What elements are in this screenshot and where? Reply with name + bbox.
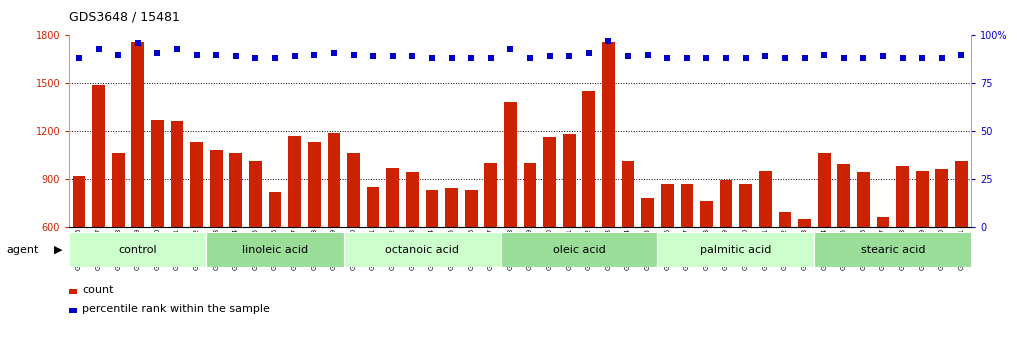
Bar [72, 176, 85, 322]
Text: palmitic acid: palmitic acid [701, 245, 772, 255]
Bar [657, 232, 815, 267]
Bar [602, 42, 615, 322]
Bar [131, 42, 144, 322]
Text: GDS3648 / 15481: GDS3648 / 15481 [69, 11, 180, 24]
Bar [69, 232, 206, 267]
Bar [347, 153, 360, 322]
Bar [700, 201, 713, 322]
Bar [112, 153, 124, 322]
Bar [680, 183, 694, 322]
Text: agent: agent [6, 245, 39, 255]
Bar [720, 181, 732, 322]
Text: ▶: ▶ [54, 245, 62, 255]
Bar [798, 218, 811, 322]
Bar [230, 153, 242, 322]
Bar [367, 187, 379, 322]
Text: linoleic acid: linoleic acid [242, 245, 308, 255]
Bar [896, 166, 909, 322]
Bar [288, 136, 301, 322]
Bar [818, 153, 831, 322]
Bar [344, 232, 500, 267]
Text: oleic acid: oleic acid [552, 245, 605, 255]
Bar [406, 172, 419, 322]
Bar [779, 212, 791, 322]
Bar [445, 188, 458, 322]
Text: control: control [118, 245, 157, 255]
Bar [308, 142, 320, 322]
Bar [500, 232, 657, 267]
Bar [327, 132, 341, 322]
Bar [268, 192, 282, 322]
Bar [425, 190, 438, 322]
Bar [190, 142, 203, 322]
Text: percentile rank within the sample: percentile rank within the sample [82, 304, 271, 314]
Bar [877, 217, 889, 322]
Bar [504, 102, 517, 322]
Bar [857, 172, 870, 322]
Bar [465, 190, 478, 322]
Bar [916, 171, 929, 322]
Bar [759, 171, 772, 322]
Bar [152, 120, 164, 322]
Bar [936, 169, 948, 322]
Text: octanoic acid: octanoic acid [385, 245, 459, 255]
Bar [815, 232, 971, 267]
Bar [206, 232, 344, 267]
Bar [562, 134, 576, 322]
Bar [621, 161, 635, 322]
Bar [386, 168, 399, 322]
Bar [837, 164, 850, 322]
Bar [93, 85, 105, 322]
Text: count: count [82, 285, 114, 295]
Bar [210, 150, 223, 322]
Bar [524, 163, 536, 322]
Bar [955, 161, 968, 322]
Bar [583, 91, 595, 322]
Bar [171, 121, 183, 322]
Bar [739, 183, 753, 322]
Text: stearic acid: stearic acid [860, 245, 925, 255]
Bar [661, 183, 673, 322]
Bar [249, 161, 261, 322]
Bar [642, 198, 654, 322]
Bar [543, 137, 556, 322]
Bar [484, 163, 497, 322]
